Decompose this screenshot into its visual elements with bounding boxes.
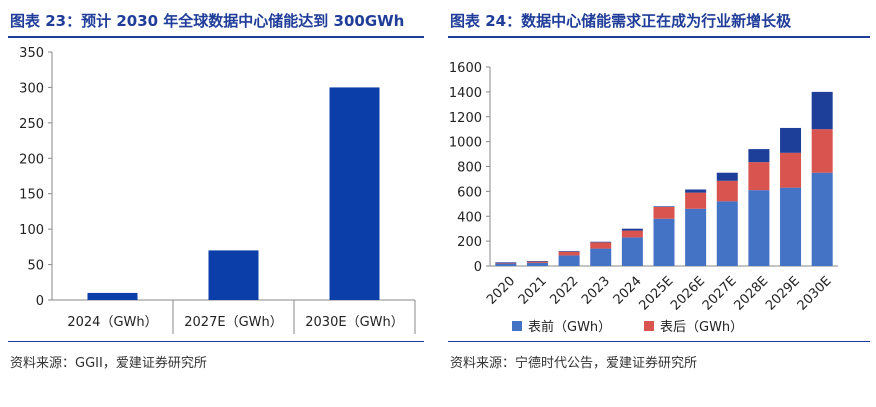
title-divider-right	[448, 36, 870, 38]
y-tick-label: 300	[19, 81, 44, 96]
bar	[87, 292, 138, 300]
source-note-right: 资料来源：宁德时代公告，爱建证券研究所	[450, 356, 698, 371]
x-tick-label: 2022	[547, 274, 581, 308]
y-tick-label: 0	[474, 260, 482, 275]
y-tick-label: 150	[19, 188, 44, 203]
y-tick-label: 0	[36, 294, 44, 309]
bar-segment-series-2	[621, 228, 643, 231]
y-tick-label: 50	[27, 259, 44, 274]
bar-segment-series-1	[495, 262, 517, 264]
bar-segment-series-0	[526, 262, 548, 266]
bar-segment-series-1	[621, 230, 643, 238]
y-tick-label: 200	[19, 152, 44, 167]
bar-segment-series-0	[780, 187, 802, 266]
x-tick-label: 2030E（GWh）	[305, 315, 403, 330]
y-tick-label: 600	[457, 185, 482, 200]
y-tick-label: 200	[457, 235, 482, 250]
bar-segment-series-1	[811, 129, 833, 173]
bar-segment-series-1	[780, 152, 802, 188]
bar-chart-left: 0 50 100 150 200 250 300 350 2024（GWh） 2027E（GWh）…	[19, 46, 416, 334]
source-divider-left	[8, 341, 424, 342]
legend-swatch	[644, 321, 654, 331]
bar-segment-series-1	[558, 251, 580, 256]
y-tick-label: 100	[19, 223, 44, 238]
bar-segment-series-1	[590, 242, 612, 249]
bar-segment-series-1	[653, 206, 675, 219]
bar-segment-series-0	[621, 237, 643, 266]
chart-panel-left: 图表 23：预计 2030 年全球数据中心储能达到 300GWh 0 50 100 1…	[0, 0, 430, 407]
title-divider-left	[8, 36, 424, 38]
y-tick-label: 1000	[449, 136, 482, 151]
y-tick-label: 400	[457, 210, 482, 225]
source-note-left: 资料来源：GGII，爱建证券研究所	[10, 356, 207, 371]
x-tick-label: 2025E	[637, 274, 677, 314]
bar-segment-series-2	[558, 251, 580, 252]
bar-segment-series-0	[590, 248, 612, 266]
bar-segment-series-1	[526, 261, 548, 263]
bar-segment-series-2	[590, 241, 612, 243]
x-tick-label: 2028E	[731, 274, 771, 314]
x-tick-label: 2026E	[668, 274, 708, 314]
bar-segment-series-0	[811, 172, 833, 266]
y-tick-label: 800	[457, 161, 482, 176]
legend-label: 表后（GWh）	[660, 320, 743, 335]
legend-swatch	[512, 321, 522, 331]
x-tick-label: 2027E	[700, 274, 740, 314]
bar-segment-series-2	[495, 262, 517, 263]
bar-segment-series-2	[653, 206, 675, 207]
y-tick-label: 250	[19, 117, 44, 132]
y-tick-label: 1200	[449, 111, 482, 126]
bar-segment-series-0	[748, 190, 770, 266]
bar-segment-series-2	[811, 91, 833, 130]
chart-title-right: 图表 24：数据中心储能需求正在成为行业新增长极	[450, 12, 792, 30]
bar-segment-series-0	[716, 201, 738, 266]
x-tick-label: 2023	[579, 274, 613, 308]
bar-segment-series-2	[716, 172, 738, 181]
bar	[208, 250, 259, 300]
bar-segment-series-0	[685, 208, 707, 266]
x-tick-label: 2020	[484, 274, 518, 308]
y-tick-label: 350	[19, 46, 44, 61]
x-tick-label: 2021	[516, 274, 550, 308]
bar	[329, 87, 380, 300]
source-divider-right	[448, 341, 870, 342]
bar-segment-series-2	[748, 149, 770, 163]
bar-segment-series-1	[685, 192, 707, 209]
bar-segment-series-0	[653, 218, 675, 266]
chart-panel-right: 图表 24：数据中心储能需求正在成为行业新增长极 0 200 400 600 800 10…	[440, 0, 876, 407]
bar-segment-series-0	[495, 263, 517, 266]
stacked-bar-chart-right: 0200400600800100012001400160020202021202…	[449, 61, 838, 335]
y-tick-label: 1600	[449, 61, 482, 76]
x-tick-label: 2027E（GWh）	[184, 315, 282, 330]
x-tick-label: 2024（GWh）	[67, 315, 157, 330]
bar-segment-series-0	[558, 255, 580, 266]
x-tick-label: 2030E	[795, 274, 835, 314]
bar-segment-series-2	[685, 189, 707, 193]
bar-segment-series-1	[748, 162, 770, 191]
y-tick-label: 1400	[449, 86, 482, 101]
bar-segment-series-2	[526, 261, 548, 262]
chart-title-left: 图表 23：预计 2030 年全球数据中心储能达到 300GWh	[10, 12, 405, 30]
legend-label: 表前（GWh）	[528, 319, 611, 335]
x-tick-label: 2029E	[763, 274, 803, 314]
bar-segment-series-1	[716, 180, 738, 202]
bar-segment-series-2	[780, 127, 802, 153]
